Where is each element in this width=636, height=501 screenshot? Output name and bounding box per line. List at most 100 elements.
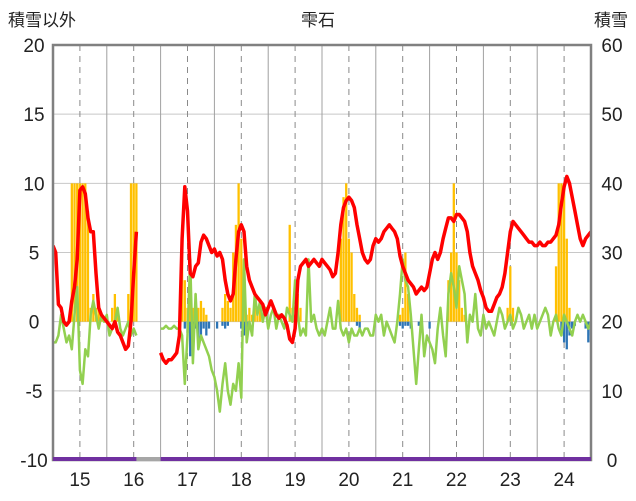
precip-bar	[205, 314, 208, 322]
x-tick-label: 17	[177, 470, 198, 491]
x-axis: 15 16 17 18 19 20 21 22 23 24	[69, 470, 575, 491]
precip-bar	[406, 294, 410, 322]
precip-bar	[229, 307, 232, 322]
precip-bar	[78, 183, 82, 322]
temperature-line	[160, 258, 591, 413]
precip-bar	[240, 238, 243, 322]
precip-bar	[202, 307, 205, 322]
precip-bar	[237, 183, 240, 322]
right-tick-label: 30	[601, 244, 622, 265]
precip-bar	[463, 314, 466, 322]
precip-bar-negative	[565, 321, 568, 350]
left-axis: 20 15 10 5 0 -5 -10	[20, 36, 47, 472]
right-tick-label: 10	[601, 382, 622, 403]
precip-bar	[299, 307, 302, 322]
precip-bar	[358, 314, 361, 322]
precip-bar	[345, 183, 348, 322]
precip-bar	[342, 197, 345, 322]
precip-bar	[398, 314, 402, 322]
precip-bar	[568, 307, 571, 322]
right-tick-label: 50	[601, 105, 622, 126]
precip-bar	[84, 183, 87, 322]
precip-bar	[401, 307, 404, 322]
precip-bar-negative	[207, 321, 211, 329]
precip-bar-negative	[571, 321, 574, 329]
chart-title: 雫石	[301, 11, 335, 31]
right-axis: 60 50 40 30 20 10 0	[601, 36, 622, 472]
precip-bar-negative	[587, 321, 590, 343]
grid	[53, 45, 592, 460]
left-tick-label: 15	[23, 105, 44, 126]
left-tick-label: 0	[29, 313, 40, 334]
right-tick-label: 40	[601, 174, 622, 195]
precip-bar-negative	[221, 321, 224, 326]
left-tick-label: -10	[20, 451, 47, 472]
precip-bar	[113, 294, 117, 322]
precip-bar-negative	[401, 321, 404, 329]
precip-bar	[350, 252, 353, 322]
precip-bar-negative	[562, 321, 566, 343]
precip-bar	[256, 314, 259, 322]
precip-bar	[509, 266, 512, 322]
precip-bar	[70, 183, 73, 322]
precip-bar	[562, 183, 566, 322]
precip-bar-negative	[358, 321, 361, 329]
precip-bar	[506, 307, 509, 322]
precip-bar-negative	[215, 321, 219, 329]
left-tick-label: 10	[23, 174, 44, 195]
left-tick-label: 20	[23, 36, 44, 57]
left-tick-label: -5	[26, 382, 43, 403]
x-tick-label: 24	[554, 470, 576, 491]
precip-bar	[452, 183, 455, 322]
right-tick-label: 20	[601, 313, 622, 334]
precip-bar-negative	[240, 321, 243, 329]
precip-bar	[455, 252, 458, 322]
precip-bar	[189, 294, 192, 322]
precip-bar	[258, 307, 262, 322]
precip-bar	[557, 183, 560, 322]
precip-bar-negative	[224, 321, 227, 329]
precip-bar-negative	[404, 321, 407, 326]
x-tick-label: 18	[231, 470, 252, 491]
precip-bar-negative	[428, 321, 431, 329]
x-tick-label: 22	[446, 470, 467, 491]
precip-bar	[81, 183, 84, 322]
precip-bar	[111, 307, 114, 322]
precip-bar	[560, 183, 563, 322]
precip-bar	[288, 224, 291, 322]
precip-bar	[404, 252, 407, 322]
precip-bar-negative	[183, 321, 186, 329]
precip-bar-negative	[417, 321, 420, 326]
precip-bar	[73, 183, 76, 322]
precip-bar	[97, 307, 100, 322]
precip-bar-negative	[189, 321, 192, 357]
precip-bar-negative	[205, 321, 208, 336]
right-axis-title: 積雪	[594, 11, 628, 31]
precip-bar	[353, 294, 356, 322]
precip-bar	[86, 211, 90, 322]
precip-bar-negative	[355, 321, 359, 326]
precip-bar	[460, 307, 464, 322]
snow-depth-line	[53, 185, 139, 352]
x-tick-label: 20	[338, 470, 359, 491]
precip-bar	[197, 307, 200, 322]
series-lines	[53, 174, 591, 413]
precip-bar	[92, 294, 95, 322]
left-tick-label: 5	[29, 244, 40, 265]
precip-bar-negative	[199, 321, 203, 336]
precip-bar	[449, 252, 453, 322]
precip-bar-negative	[202, 321, 205, 329]
right-tick-label: 0	[607, 451, 618, 472]
precip-bar	[224, 294, 227, 322]
snow-depth-line	[158, 174, 591, 365]
precip-bar	[458, 280, 461, 322]
precip-bar	[511, 307, 515, 322]
precip-bar-negative	[398, 321, 402, 326]
x-tick-label: 16	[123, 470, 144, 491]
precip-bar	[347, 238, 351, 322]
precip-bar	[199, 300, 203, 322]
precip-bar	[129, 183, 133, 322]
precip-bar	[248, 307, 251, 322]
precip-bar	[226, 300, 229, 322]
